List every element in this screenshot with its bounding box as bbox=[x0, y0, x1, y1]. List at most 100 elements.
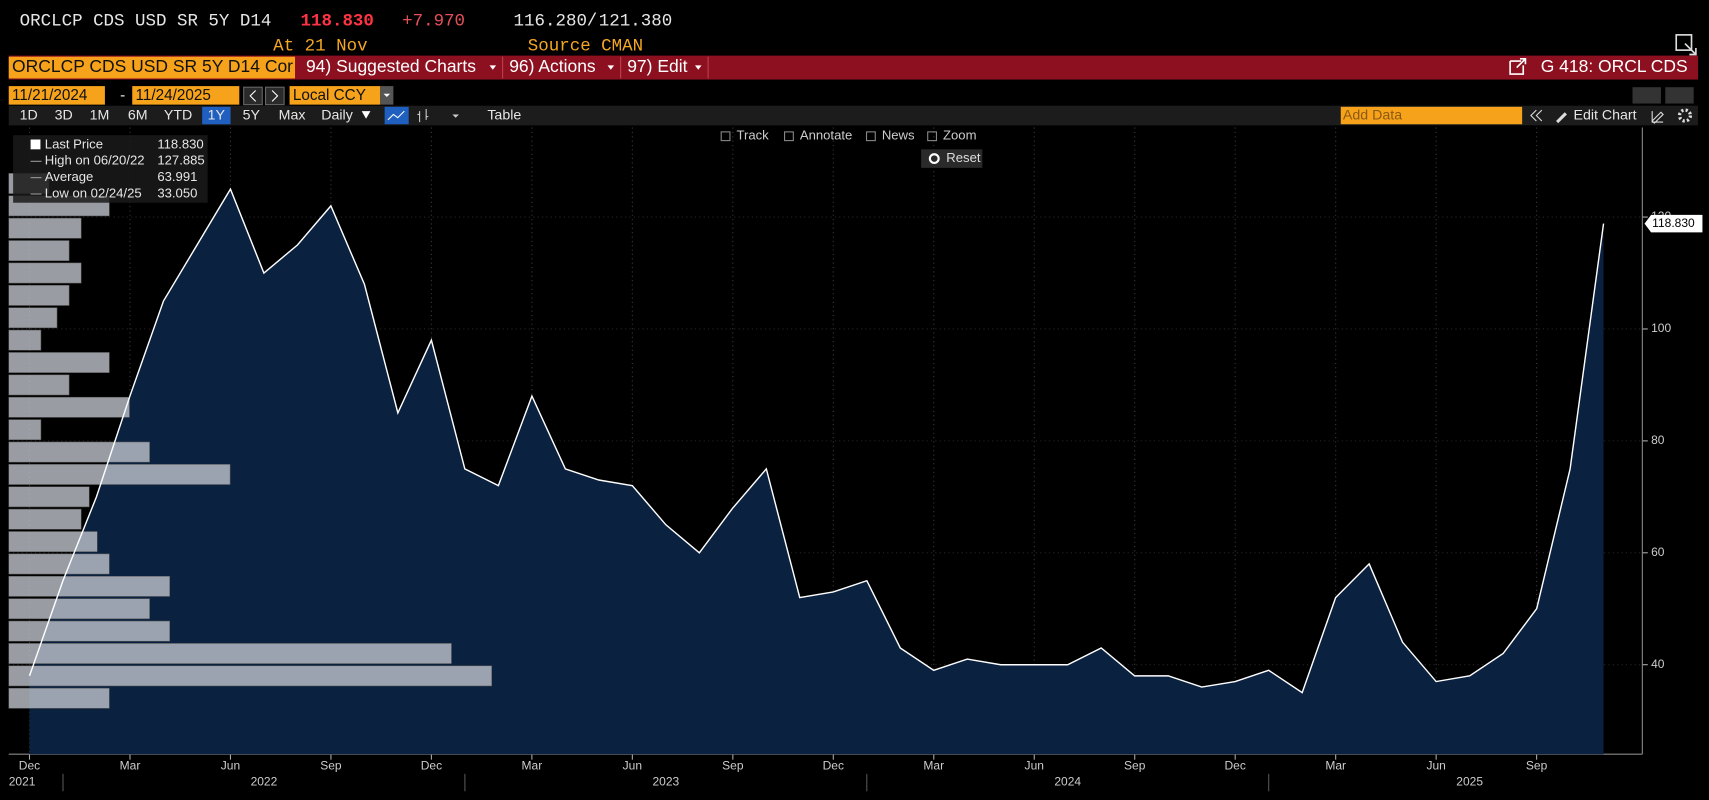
tool-button[interactable]: News bbox=[882, 128, 915, 143]
dropdown-arrow bbox=[383, 93, 391, 98]
table-button[interactable]: Table bbox=[487, 107, 521, 123]
tool-icon bbox=[927, 131, 937, 142]
legend-name: Low on 02/24/25 bbox=[45, 185, 142, 200]
menu-item[interactable]: 97) Edit bbox=[627, 56, 687, 76]
year-label: 2024 bbox=[1054, 775, 1081, 789]
x-tick-label: Mar bbox=[923, 758, 944, 772]
change: +7.970 bbox=[402, 11, 465, 31]
legend-name: Average bbox=[45, 169, 94, 184]
legend-name: High on 06/20/22 bbox=[45, 153, 145, 168]
collapse-icon[interactable] bbox=[1530, 109, 1543, 122]
reset-icon bbox=[928, 153, 940, 165]
legend-value: 33.050 bbox=[157, 185, 197, 200]
toolbar bbox=[8, 105, 1699, 126]
x-tick-label: Dec bbox=[1225, 758, 1246, 772]
tool-button[interactable]: Track bbox=[736, 128, 769, 143]
histogram-bar bbox=[8, 419, 42, 441]
menu-item[interactable]: 94) Suggested Charts bbox=[306, 56, 476, 76]
settings-icon[interactable] bbox=[1677, 108, 1693, 123]
edit-chart[interactable]: Edit Chart bbox=[1574, 107, 1637, 123]
histogram-bar bbox=[8, 285, 70, 306]
prev-button[interactable] bbox=[243, 86, 263, 106]
histogram-bar bbox=[8, 531, 98, 552]
start-date: 11/21/2024 bbox=[12, 87, 88, 104]
menu-arrow bbox=[694, 65, 702, 70]
tool-button[interactable]: Annotate bbox=[800, 128, 852, 143]
legend-swatch bbox=[30, 139, 41, 150]
x-tick-label: Mar bbox=[1325, 758, 1346, 772]
year-label: 2021 bbox=[9, 775, 36, 789]
histogram-bar bbox=[8, 352, 110, 373]
x-tick-label: Mar bbox=[120, 758, 141, 772]
x-tick-label: Sep bbox=[320, 758, 342, 772]
x-tick-label: Mar bbox=[522, 758, 543, 772]
end-box[interactable] bbox=[132, 86, 240, 105]
type-arrow[interactable] bbox=[452, 114, 459, 118]
histogram-bar bbox=[8, 508, 82, 530]
line-chart-button[interactable] bbox=[384, 106, 409, 125]
x-tick-label: Sep bbox=[1124, 758, 1146, 772]
histogram-bar bbox=[8, 329, 42, 351]
undo-button[interactable] bbox=[1632, 87, 1661, 104]
period-button[interactable]: YTD bbox=[164, 107, 192, 123]
x-tick-label: Sep bbox=[1526, 758, 1548, 772]
y-tick-label: 100 bbox=[1651, 321, 1671, 335]
security-box[interactable] bbox=[8, 56, 296, 79]
currency-box[interactable] bbox=[289, 86, 381, 105]
add-data-box[interactable] bbox=[1340, 106, 1523, 125]
edit-icon[interactable] bbox=[1651, 111, 1664, 124]
histogram-bar bbox=[8, 665, 492, 687]
start-box[interactable] bbox=[8, 86, 105, 105]
legend-box bbox=[13, 135, 208, 203]
area bbox=[29, 189, 1604, 755]
prev-arrow bbox=[249, 90, 257, 102]
price-tag-label: 118.830 bbox=[1652, 216, 1695, 230]
tool-icon bbox=[865, 131, 876, 142]
period-button[interactable]: 5Y bbox=[243, 107, 261, 123]
x-tick-label: Dec bbox=[19, 758, 40, 772]
y-tick-label: 60 bbox=[1651, 545, 1665, 559]
x-tick-label: Jun bbox=[221, 758, 240, 772]
x-tick-label: Sep bbox=[722, 758, 744, 772]
histogram-bar bbox=[8, 217, 82, 239]
menu-arrow bbox=[607, 65, 615, 70]
price: 118.830 bbox=[300, 11, 373, 31]
source: Source CMAN bbox=[528, 36, 643, 56]
reset-button: Reset bbox=[946, 150, 981, 165]
year-label: 2025 bbox=[1456, 775, 1483, 789]
period-button[interactable]: 1Y bbox=[208, 107, 226, 123]
period-button[interactable]: 1M bbox=[90, 107, 110, 123]
price-tag bbox=[1644, 214, 1703, 233]
period-button[interactable]: 1D bbox=[20, 107, 38, 123]
frequency[interactable]: Daily bbox=[321, 107, 353, 123]
tool-button[interactable]: Zoom bbox=[943, 128, 977, 143]
legend-value: 118.830 bbox=[157, 136, 203, 151]
as-of: At 21 Nov bbox=[273, 36, 367, 56]
x-tick-label: Dec bbox=[823, 758, 844, 772]
bar-icon[interactable] bbox=[417, 108, 429, 123]
x-tick-label: Dec bbox=[421, 758, 442, 772]
period-button[interactable]: 6M bbox=[128, 107, 148, 123]
price-line bbox=[28, 187, 1605, 694]
histogram-bar bbox=[8, 687, 110, 709]
legend-value: 127.885 bbox=[157, 153, 204, 168]
function[interactable]: G 418: ORCL CDS bbox=[1541, 56, 1688, 76]
expand-icon[interactable] bbox=[1675, 34, 1697, 56]
histogram-bar bbox=[8, 240, 70, 261]
separator: / bbox=[587, 11, 597, 31]
line-icon bbox=[387, 110, 405, 121]
menu-item[interactable]: 96) Actions bbox=[509, 56, 596, 76]
frequency-arrow bbox=[361, 111, 371, 119]
histogram-bar bbox=[8, 575, 171, 597]
menu-arrow bbox=[489, 65, 497, 70]
redo-button[interactable] bbox=[1665, 87, 1694, 104]
next-button[interactable] bbox=[264, 86, 285, 106]
year-label: 2022 bbox=[251, 775, 278, 789]
period-button[interactable]: 3D bbox=[55, 107, 73, 123]
histogram-bar bbox=[8, 598, 150, 620]
y-tick-label: 40 bbox=[1651, 657, 1665, 671]
period-button[interactable]: Max bbox=[279, 107, 306, 123]
ask: 121.380 bbox=[599, 11, 672, 31]
tool-icon bbox=[784, 131, 794, 142]
